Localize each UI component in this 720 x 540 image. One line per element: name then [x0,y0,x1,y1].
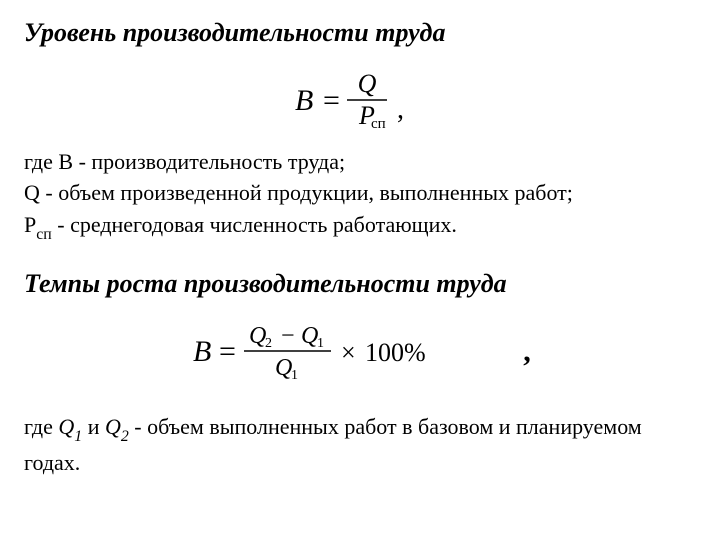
def2l1-prefix: где [24,414,58,439]
heading-growth-rate: Темпы роста производительности труда [24,269,696,299]
def-line-2: Q - объем произведенной продукции, выпол… [24,179,696,207]
def3-rest: - среднегодовая численность работающих. [52,212,457,237]
formula1-eq: = [323,84,340,117]
formula2-numA: Q [249,323,266,349]
def-line-1: где В - производительность труда; [24,148,696,176]
formula1-lhs: B [295,84,313,117]
formula1-num: Q [358,69,377,98]
def-line-3: Рсп - среднегодовая численность работающ… [24,211,696,243]
def1-prefix: где [24,149,58,174]
formula1-den-sub: сп [371,116,386,132]
def2l1-q2: Q [105,414,121,439]
def3-P: Р [24,212,36,237]
formula2-den: Q [275,355,292,381]
def2l1-q1-sub: 1 [74,428,82,445]
def2l1-rest: - объем выполненных работ в базовом и пл… [129,414,642,439]
def2-line-1: где Q1 и Q2 - объем выполненных работ в … [24,413,696,445]
formula2-lhs: B [193,335,211,368]
formula-productivity-level: B = Q P сп , [24,66,696,136]
heading-productivity-level: Уровень производительности труда [24,18,696,48]
formula-growth-rate: B = Q 2 − Q 1 Q 1 × 100% , [24,317,696,387]
formula2-pct: 100% [365,338,426,367]
formula2-numB-sub: 1 [317,336,324,351]
def1-B: В - производительность труда; [58,149,345,174]
def2-line-2: годах. [24,449,696,477]
def2l1-q2-sub: 2 [121,428,129,445]
def2l1-q1: Q [58,414,74,439]
formula2-numB: Q [301,323,318,349]
def2l1-and: и [82,414,105,439]
formula2-eq: = [219,335,236,368]
formula2-numA-sub: 2 [265,336,272,351]
formula2-minus: − [281,323,295,349]
def3-sub: сп [36,226,52,243]
formula2-trailing-comma: , [523,335,531,369]
formula1-trail: , [397,94,404,125]
formula2-den-sub: 1 [291,368,298,383]
formula2-times: × [341,338,356,367]
